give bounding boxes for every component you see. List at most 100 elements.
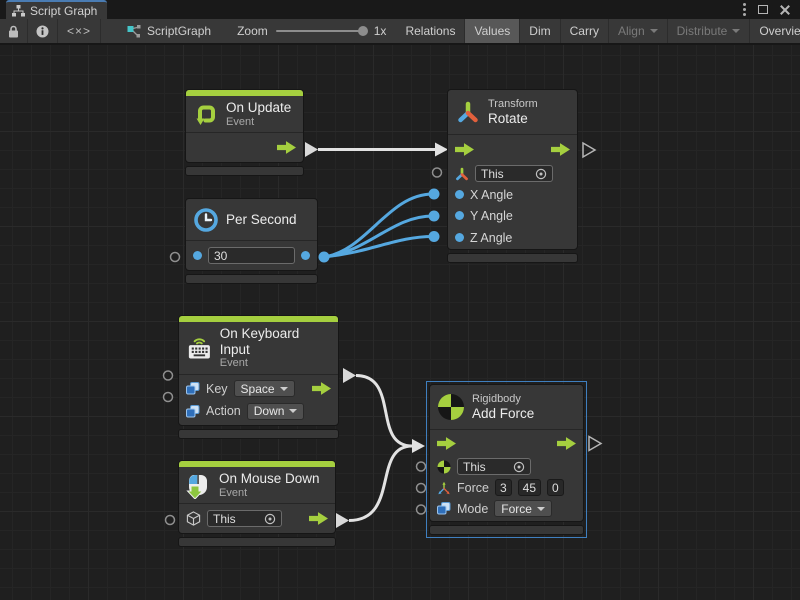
unconnected-port-circles: [162, 167, 443, 526]
per-second-value-field[interactable]: 30: [208, 247, 295, 264]
overview-button[interactable]: Overview: [750, 19, 800, 43]
node-transform-rotate[interactable]: Transform Rotate: [447, 89, 578, 263]
transform-icon-small: [456, 167, 468, 180]
action-label: Action: [206, 404, 241, 419]
node-footer: [178, 537, 336, 548]
target-picker-icon[interactable]: [535, 168, 547, 180]
force-label: Force: [457, 480, 489, 495]
tab-script-graph[interactable]: Script Graph: [6, 0, 108, 19]
zoom-slider[interactable]: [275, 26, 368, 36]
transform-icon: [458, 101, 478, 123]
values-button[interactable]: Values: [465, 19, 521, 43]
force-x-field[interactable]: 3: [494, 479, 512, 496]
force-y-value: 45: [522, 480, 536, 495]
control-output-port[interactable]: [551, 142, 570, 156]
this-field-value: This: [213, 511, 236, 526]
graph-toolbar: <×> ScriptGraph Zoom 1x Relations Values…: [0, 19, 800, 45]
node-rigidbody-add-force[interactable]: Rigidbody Add Force This: [426, 381, 587, 538]
align-button[interactable]: Align: [609, 19, 668, 43]
wire-persecond-xangle: [323, 192, 434, 259]
force-y-field[interactable]: 45: [517, 479, 541, 496]
lock-icon: [9, 25, 18, 37]
distribute-label: Distribute: [676, 24, 728, 38]
node-title: Add Force: [472, 405, 535, 421]
wire-endpoint-dot: [428, 210, 440, 222]
value-input-port[interactable]: [455, 190, 464, 199]
wire-mouse-addforce: [348, 444, 413, 522]
align-label: Align: [617, 24, 645, 38]
graph-canvas[interactable]: On Update Event: [0, 45, 800, 600]
rigidbody-icon: [438, 394, 464, 420]
node-title: On Mouse Down: [219, 471, 320, 486]
force-z-value: 0: [552, 480, 559, 495]
this-target-field[interactable]: This: [207, 510, 282, 528]
wire-arrowhead: [435, 142, 448, 157]
action-value: Down: [253, 404, 285, 419]
chevron-down-icon: [279, 386, 288, 391]
force-z-field[interactable]: 0: [547, 479, 564, 496]
lock-button[interactable]: [0, 19, 28, 43]
node-on-update[interactable]: On Update Event: [185, 89, 304, 177]
mode-dropdown[interactable]: Force: [494, 500, 552, 517]
inspect-button[interactable]: [28, 19, 58, 43]
event-accent-bar: [179, 461, 335, 467]
node-footer: [178, 428, 339, 439]
mode-value: Force: [501, 501, 532, 516]
code-angle-icon: <×>: [67, 24, 92, 38]
close-icon[interactable]: [780, 5, 790, 15]
control-output-port[interactable]: [312, 382, 331, 396]
window-menu-icon[interactable]: [743, 3, 746, 16]
control-output-port[interactable]: [277, 141, 296, 154]
node-subtitle: Event: [226, 115, 255, 128]
node-title: Per Second: [226, 212, 297, 227]
control-input-port[interactable]: [455, 142, 474, 156]
value-input-port[interactable]: [193, 251, 202, 260]
chevron-down-icon: [289, 409, 298, 414]
action-dropdown[interactable]: Down: [246, 402, 305, 420]
node-title: On Update: [226, 100, 292, 115]
target-picker-icon[interactable]: [513, 461, 525, 473]
force-x-value: 3: [499, 480, 507, 495]
this-target-field[interactable]: This: [457, 458, 531, 475]
this-field-value: This: [481, 166, 504, 181]
mode-label: Mode: [457, 501, 489, 516]
control-output-port[interactable]: [557, 436, 576, 450]
tab-bar: Script Graph: [0, 0, 800, 19]
graph-breadcrumb[interactable]: ScriptGraph: [127, 24, 211, 38]
carry-button[interactable]: Carry: [561, 19, 609, 43]
per-second-value: 30: [214, 248, 228, 263]
zoom-label: Zoom: [237, 24, 268, 38]
graph-icon: [127, 24, 141, 37]
zoom-slider-handle[interactable]: [357, 26, 368, 36]
distribute-button[interactable]: Distribute: [668, 19, 751, 43]
node-on-keyboard-input[interactable]: On Keyboard Input Event Key Space: [178, 315, 339, 439]
dim-button[interactable]: Dim: [520, 19, 561, 43]
relations-button[interactable]: Relations: [396, 19, 466, 43]
node-subtitle: Event: [219, 486, 248, 499]
target-picker-icon[interactable]: [264, 513, 276, 525]
value-output-port[interactable]: [301, 251, 310, 260]
node-subtitle: Event: [219, 357, 248, 370]
control-output-port[interactable]: [309, 512, 328, 525]
wire-start-triangle: [336, 513, 349, 528]
node-on-mouse-down[interactable]: On Mouse Down Event This: [178, 460, 336, 548]
event-accent-bar: [179, 316, 338, 322]
port-label-z-angle: Z Angle: [470, 230, 513, 245]
value-input-port[interactable]: [455, 233, 464, 242]
unconnected-output-triangles: [582, 141, 603, 452]
node-footer: [429, 525, 584, 535]
node-per-second[interactable]: Per Second 30: [185, 198, 318, 284]
key-label: Key: [206, 381, 228, 396]
port-label-y-angle: Y Angle: [470, 208, 513, 223]
key-dropdown[interactable]: Space: [233, 380, 295, 398]
this-target-field[interactable]: This: [475, 165, 553, 182]
key-value: Space: [240, 381, 275, 396]
tab-title: Script Graph: [30, 3, 98, 18]
value-input-port[interactable]: [455, 211, 464, 220]
node-footer: [447, 253, 578, 263]
chevron-down-icon: [732, 29, 741, 33]
control-input-port[interactable]: [437, 436, 456, 450]
maximize-icon[interactable]: [758, 5, 768, 14]
preview-code-button[interactable]: <×>: [58, 19, 102, 43]
